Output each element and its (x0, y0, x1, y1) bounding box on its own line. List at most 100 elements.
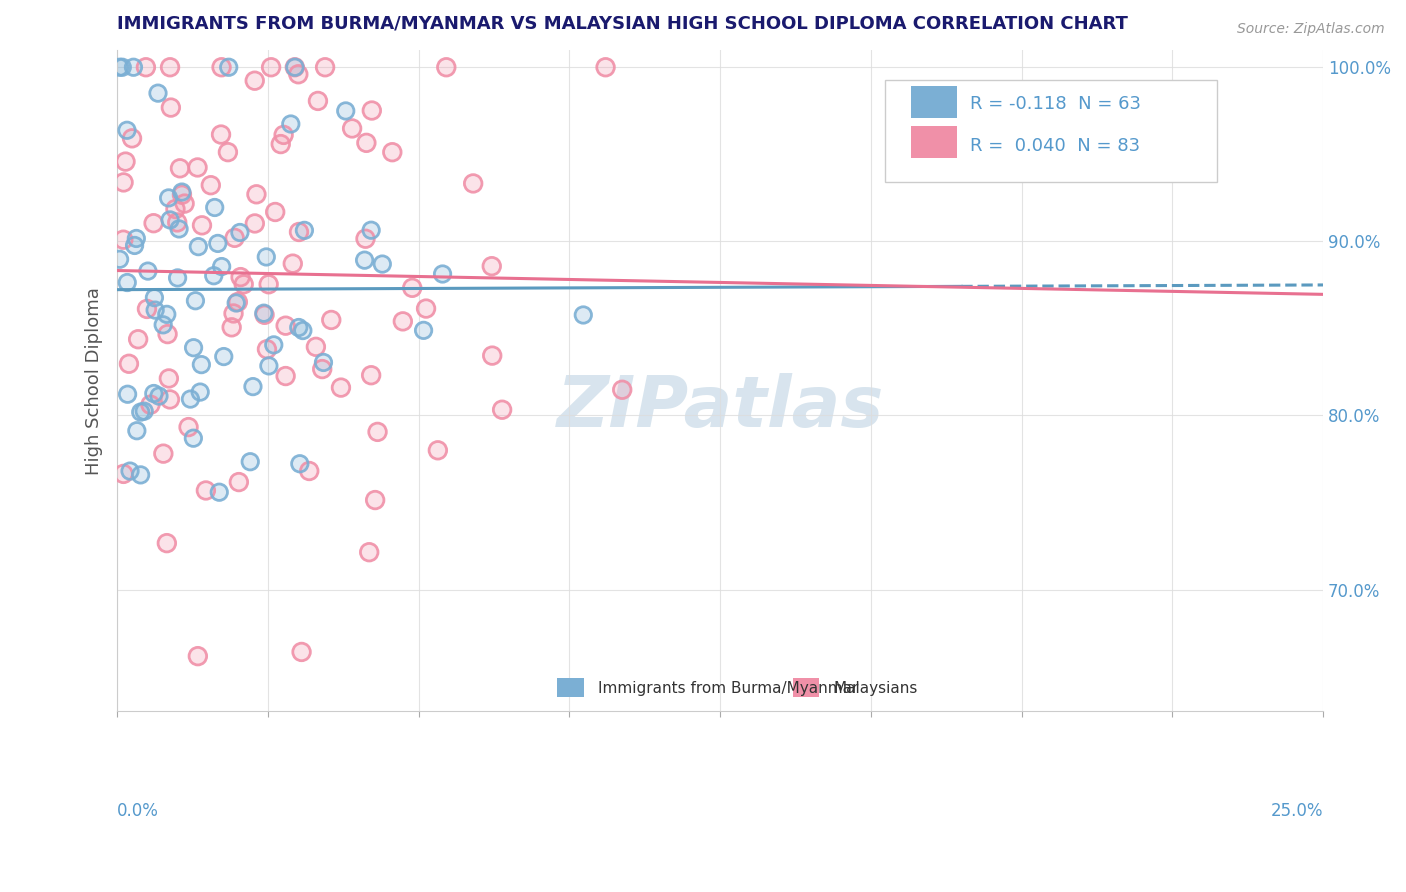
Point (169, 161, 191, 176)
Point (212, 350, 235, 364)
Point (160, 101, 183, 115)
Point (112, 467, 135, 481)
Point (218, 60, 240, 74)
Point (124, 238, 146, 252)
Point (139, 398, 162, 412)
Point (253, 306, 276, 320)
Point (360, 223, 382, 237)
Point (208, 485, 231, 500)
Point (173, 196, 195, 211)
Point (290, 645, 312, 659)
Point (392, 314, 415, 328)
Point (224, 231, 246, 245)
Point (122, 60, 145, 74)
Point (434, 60, 457, 74)
Point (157, 371, 180, 385)
Point (202, 268, 225, 283)
Point (274, 369, 297, 384)
Point (152, 447, 174, 461)
Point (114, 154, 136, 169)
Point (146, 86, 169, 100)
Point (125, 424, 148, 438)
Point (364, 493, 387, 508)
Point (183, 431, 205, 445)
Point (209, 128, 232, 142)
Point (294, 223, 316, 237)
Point (287, 320, 309, 334)
Point (136, 264, 159, 278)
Point (281, 257, 304, 271)
Point (360, 223, 382, 237)
Point (157, 371, 180, 385)
Point (136, 301, 159, 316)
Point (287, 320, 309, 334)
Point (142, 386, 165, 401)
Point (211, 260, 233, 274)
Point (183, 431, 205, 445)
Point (217, 145, 239, 160)
Point (291, 324, 314, 338)
Point (191, 219, 214, 233)
Point (243, 73, 266, 87)
Point (229, 226, 252, 240)
Point (312, 355, 335, 369)
Point (340, 121, 363, 136)
Point (183, 341, 205, 355)
Text: ZIPatlas: ZIPatlas (557, 373, 884, 442)
Point (263, 338, 285, 352)
Point (264, 205, 287, 219)
Point (115, 123, 138, 137)
Point (314, 60, 336, 74)
Point (225, 296, 247, 310)
Point (463, 177, 485, 191)
Point (243, 217, 266, 231)
Point (253, 308, 276, 322)
Point (305, 340, 328, 354)
Point (112, 175, 135, 189)
Point (108, 252, 131, 267)
Point (160, 101, 183, 115)
Point (254, 250, 277, 264)
Point (125, 424, 148, 438)
Point (270, 137, 292, 152)
Point (353, 253, 375, 268)
Point (143, 291, 166, 305)
Point (264, 205, 287, 219)
Point (229, 270, 252, 285)
Point (169, 161, 191, 176)
Point (177, 420, 200, 434)
Point (221, 320, 243, 334)
Point (117, 387, 139, 401)
Point (187, 240, 209, 254)
Point (165, 202, 187, 216)
FancyBboxPatch shape (793, 678, 820, 697)
Point (124, 238, 146, 252)
Point (401, 281, 423, 295)
Point (167, 222, 190, 236)
Point (125, 231, 148, 245)
Point (274, 318, 297, 333)
Point (229, 270, 252, 285)
Point (139, 398, 162, 412)
Point (221, 320, 243, 334)
Point (143, 291, 166, 305)
Point (257, 359, 280, 373)
Point (257, 359, 280, 373)
Point (136, 264, 159, 278)
Point (243, 217, 266, 231)
Point (194, 483, 217, 498)
Point (108, 60, 131, 74)
Point (188, 385, 211, 400)
Point (186, 161, 208, 175)
Point (222, 306, 245, 320)
Point (152, 447, 174, 461)
Point (491, 402, 513, 417)
Point (143, 303, 166, 318)
FancyBboxPatch shape (911, 126, 956, 158)
Point (112, 233, 135, 247)
Point (127, 332, 149, 346)
Point (321, 313, 343, 327)
Point (152, 318, 174, 332)
Point (426, 443, 449, 458)
Point (222, 306, 245, 320)
